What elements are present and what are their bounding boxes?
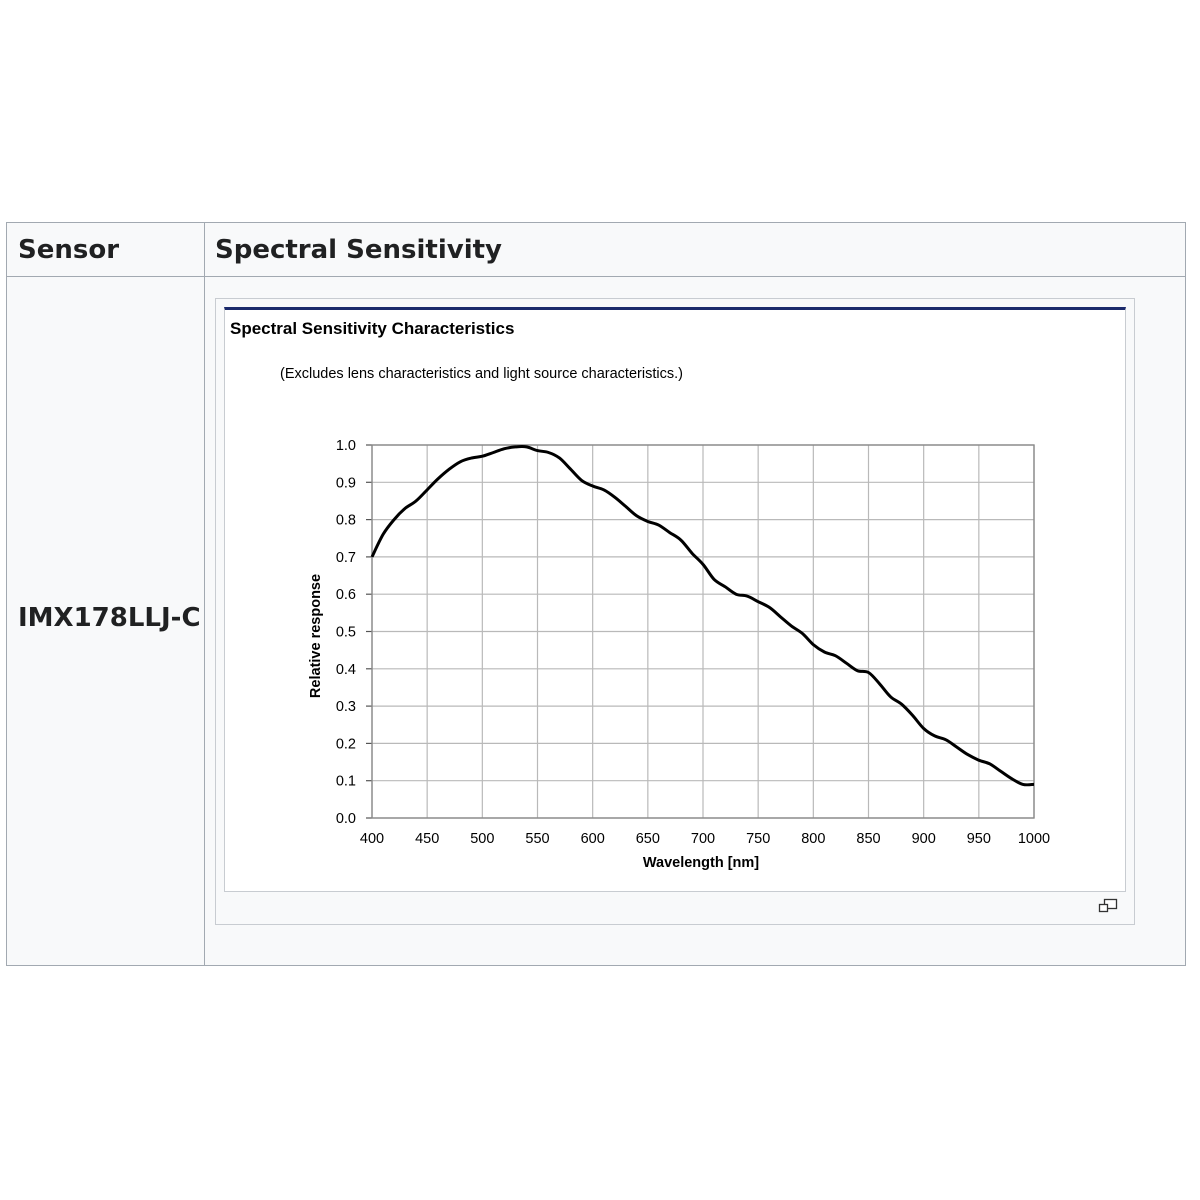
x-tick-label: 700 bbox=[691, 831, 715, 847]
x-axis-label: Wavelength [nm] bbox=[643, 855, 759, 871]
x-tick-label: 400 bbox=[360, 831, 384, 847]
header-sensor: Sensor bbox=[7, 223, 205, 277]
y-tick-label: 0.2 bbox=[336, 736, 356, 752]
spectral-table: Sensor Spectral Sensitivity IMX178LLJ-C … bbox=[6, 222, 1186, 966]
spectral-sensitivity-chart: Spectral Sensitivity Characteristics (Ex… bbox=[230, 319, 1050, 871]
y-tick-label: 0.8 bbox=[336, 513, 356, 529]
y-tick-label: 0.7 bbox=[336, 550, 356, 566]
sensor-name: IMX178LLJ-C bbox=[18, 603, 201, 633]
y-tick-label: 0.6 bbox=[336, 587, 356, 603]
x-tick-label: 750 bbox=[746, 831, 770, 847]
y-tick-label: 0.1 bbox=[336, 774, 356, 790]
chart-grid bbox=[366, 444, 1035, 819]
header-spectral-sensitivity: Spectral Sensitivity bbox=[205, 223, 1185, 277]
y-tick-label: 0.3 bbox=[336, 699, 356, 715]
chart-cell: Spectral Sensitivity Characteristics (Ex… bbox=[205, 277, 1185, 965]
series-line bbox=[370, 445, 1035, 787]
y-tick-label: 1.0 bbox=[336, 438, 356, 454]
y-tick-label: 0.0 bbox=[336, 811, 356, 827]
y-tick-label: 0.9 bbox=[336, 475, 356, 491]
image-thumbnail[interactable]: Spectral Sensitivity Characteristics (Ex… bbox=[215, 298, 1135, 925]
chart-image[interactable]: Spectral Sensitivity Characteristics (Ex… bbox=[224, 307, 1126, 892]
x-tick-label: 500 bbox=[470, 831, 494, 847]
x-tick-label: 650 bbox=[636, 831, 660, 847]
x-tick-label: 450 bbox=[415, 831, 439, 847]
chart-title: Spectral Sensitivity Characteristics bbox=[230, 319, 514, 338]
plot-frame bbox=[371, 444, 1035, 819]
x-tick-labels: 400 450 500 550 600 650 700 750 800 850 900 950 1000 bbox=[360, 831, 1050, 847]
x-tick-label: 950 bbox=[967, 831, 991, 847]
y-axis-label: Relative response bbox=[308, 574, 324, 698]
y-tick-labels: 0.0 0.1 0.2 0.3 0.4 0.5 0.6 0.7 0.8 0.9 1.0 bbox=[336, 438, 356, 827]
x-tick-label: 900 bbox=[912, 831, 936, 847]
x-tick-label: 1000 bbox=[1018, 831, 1050, 847]
chart-subtitle: (Excludes lens characteristics and light… bbox=[280, 366, 683, 382]
sensor-cell: IMX178LLJ-C bbox=[7, 277, 205, 965]
x-tick-label: 550 bbox=[525, 831, 549, 847]
x-tick-label: 850 bbox=[856, 831, 880, 847]
y-tick-label: 0.5 bbox=[336, 625, 356, 641]
y-tick-label: 0.4 bbox=[336, 662, 356, 678]
x-tick-label: 600 bbox=[581, 831, 605, 847]
x-tick-label: 800 bbox=[801, 831, 825, 847]
magnify-clip-icon[interactable] bbox=[1098, 898, 1118, 914]
